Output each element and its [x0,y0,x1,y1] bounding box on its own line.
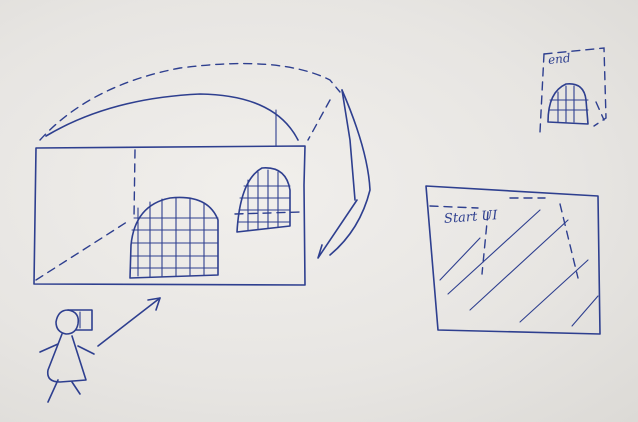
tunnel-right-low [317,199,358,259]
person-icon [39,309,95,403]
wall-vertical-dash [133,149,136,219]
start-ui-panel [425,185,601,335]
tunnel-right-dash [307,99,331,141]
gate-grid-small [236,167,291,233]
tunnel-outer-arch [39,62,341,141]
tunnel-right-side [329,89,371,256]
gate-grid-large [129,196,219,279]
arrow-icon [97,297,161,347]
end-label: end [547,50,572,68]
tunnel-inner-arch [45,93,299,141]
room-scene [33,62,371,286]
tunnel-right-edge [341,89,356,201]
room-front-wall [33,145,306,286]
floor-perspective-dash [35,219,131,281]
end-panel [539,47,607,133]
